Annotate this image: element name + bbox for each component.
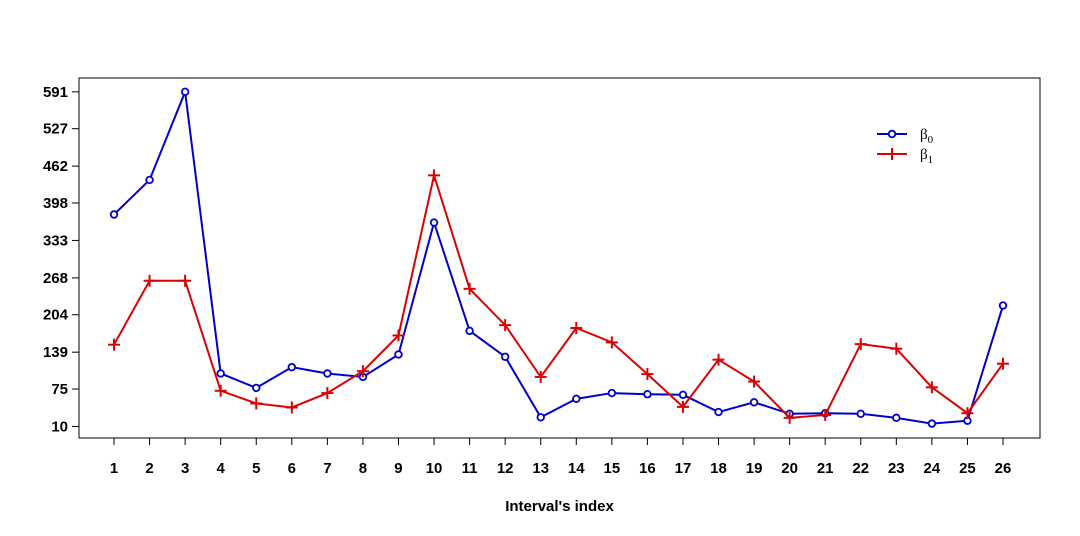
- x-axis-title: Interval's index: [505, 498, 614, 515]
- data-point: [712, 353, 725, 366]
- data-point: [180, 87, 190, 97]
- y-tick-label: 268: [43, 270, 68, 287]
- data-point: [714, 407, 723, 417]
- x-tick-label: 6: [288, 460, 296, 477]
- data-point: [108, 338, 120, 351]
- data-point: [607, 388, 617, 398]
- data-point: [890, 342, 903, 355]
- x-tick-label: 21: [817, 460, 834, 477]
- y-axis: 10 75 139 204 268 333 398 462 527 591: [43, 84, 79, 435]
- data-point: [856, 409, 865, 419]
- data-point: [892, 413, 901, 423]
- x-tick-label: 22: [852, 460, 869, 477]
- data-point: [500, 352, 510, 361]
- data-point: [998, 301, 1008, 310]
- data-point: [394, 350, 403, 359]
- data-point: [392, 329, 405, 342]
- y-tick-label: 10: [51, 418, 68, 435]
- data-point: [179, 274, 192, 287]
- data-point: [216, 369, 225, 378]
- y-tick-label: 462: [43, 158, 68, 175]
- x-tick-label: 8: [359, 460, 367, 477]
- data-point: [748, 375, 761, 388]
- data-point: [356, 365, 369, 378]
- data-point: [536, 413, 545, 422]
- plot-area: [78, 77, 1041, 439]
- data-point: [927, 419, 937, 428]
- y-tick-label: 333: [43, 232, 68, 249]
- data-point: [925, 381, 938, 394]
- data-point: [572, 394, 581, 404]
- data-point: [428, 169, 441, 182]
- data-point: [676, 400, 689, 413]
- data-point: [463, 282, 476, 295]
- data-point: [570, 321, 583, 334]
- legend-label: β1: [920, 147, 933, 166]
- data-point: [605, 336, 618, 349]
- data-point: [678, 390, 688, 399]
- data-point: [323, 369, 332, 378]
- data-point: [643, 390, 652, 399]
- series-0: [109, 87, 1008, 428]
- x-tick-label: 11: [462, 460, 478, 477]
- data-point: [641, 368, 654, 381]
- x-tick-label: 13: [532, 460, 549, 477]
- x-tick-label: 23: [888, 460, 905, 477]
- y-tick-label: 398: [43, 195, 68, 212]
- x-tick-label: 17: [675, 460, 692, 477]
- y-tick-label: 204: [43, 307, 69, 324]
- x-tick-label: 12: [497, 460, 514, 477]
- series-1: [108, 169, 1009, 424]
- data-point: [961, 407, 974, 420]
- y-tick-label: 139: [43, 344, 68, 361]
- x-tick-label: 5: [252, 460, 260, 477]
- x-axis: 1 2 3 4 5 6 7 8 9 10 11 12 13 14 15 16 17 18 19 20 21 22 23 24 2…: [110, 438, 1012, 477]
- series-line: [113, 87, 1004, 425]
- x-tick-label: 16: [639, 460, 656, 477]
- x-tick-label: 26: [995, 460, 1012, 477]
- data-point: [145, 175, 154, 185]
- data-point: [997, 357, 1009, 370]
- data-point: [321, 387, 334, 400]
- data-point: [534, 370, 547, 383]
- data-point: [109, 210, 119, 219]
- x-tick-label: 25: [959, 460, 976, 477]
- legend-item: β0: [877, 127, 934, 146]
- legend-label: β0: [920, 127, 934, 146]
- x-tick-label: 18: [710, 460, 727, 477]
- data-point: [143, 274, 156, 287]
- x-tick-label: 14: [568, 460, 585, 477]
- x-tick-label: 24: [924, 460, 941, 477]
- y-tick-label: 527: [43, 121, 68, 138]
- x-tick-label: 10: [426, 460, 443, 477]
- y-tick-label: 591: [43, 84, 68, 101]
- data-point: [287, 362, 296, 372]
- data-point: [285, 401, 298, 414]
- data-point: [465, 326, 474, 336]
- legend-item: β1: [877, 147, 933, 166]
- data-point: [429, 218, 439, 227]
- data-point: [252, 383, 261, 393]
- data-point: [819, 408, 832, 421]
- x-tick-label: 1: [110, 460, 118, 477]
- data-point: [214, 384, 227, 397]
- data-point: [749, 398, 759, 407]
- data-point: [499, 319, 512, 332]
- data-point: [783, 411, 796, 424]
- data-point: [250, 397, 263, 410]
- x-tick-label: 7: [323, 460, 331, 477]
- series-layer: [108, 87, 1009, 428]
- series-line: [113, 171, 1004, 419]
- y-tick-label: 75: [51, 381, 68, 398]
- x-tick-label: 15: [603, 460, 620, 477]
- x-tick-label: 2: [145, 460, 153, 477]
- x-tick-label: 20: [781, 460, 798, 477]
- x-tick-label: 9: [394, 460, 402, 477]
- x-tick-label: 3: [181, 460, 189, 477]
- x-tick-label: 19: [746, 460, 763, 477]
- data-point: [854, 338, 867, 351]
- x-tick-label: 4: [217, 460, 226, 477]
